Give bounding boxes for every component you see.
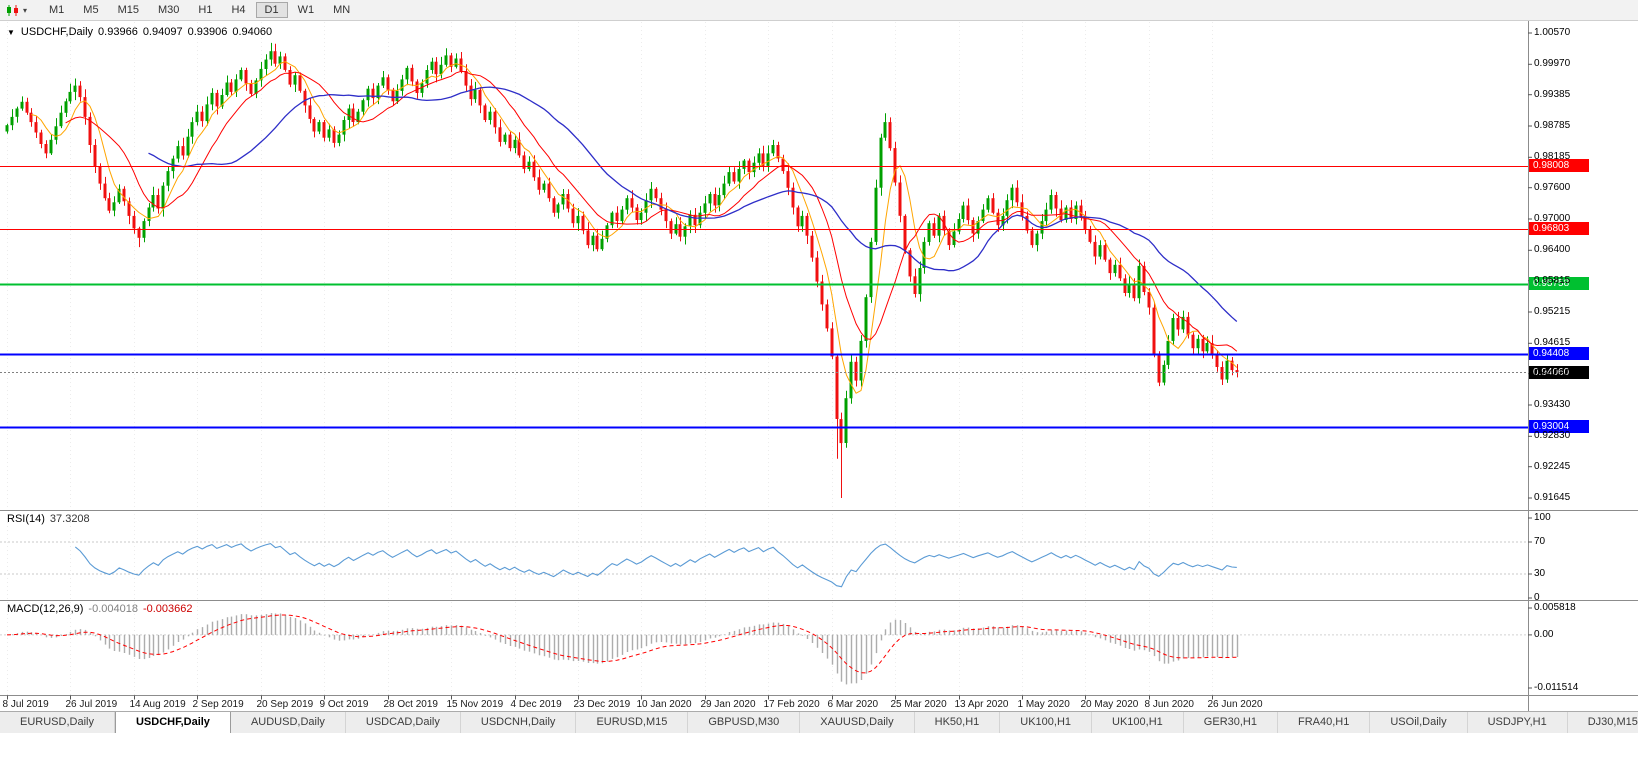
candlestick-glyph bbox=[7, 4, 18, 16]
rsi-value: 37.3208 bbox=[49, 513, 90, 525]
tab-uk100-h1[interactable]: UK100,H1 bbox=[1000, 712, 1093, 733]
timeframe-button-m5[interactable]: M5 bbox=[83, 4, 99, 16]
timeframe-button-mn[interactable]: MN bbox=[333, 4, 351, 16]
timeframe-button-h4[interactable]: H4 bbox=[231, 4, 246, 16]
tab-gbpusd-m30[interactable]: GBPUSD,M30 bbox=[688, 712, 801, 733]
tab-fra40-h1[interactable]: FRA40,H1 bbox=[1278, 712, 1371, 733]
ohlc-low: 0.93906 bbox=[187, 26, 228, 38]
timeframe-button-w1[interactable]: W1 bbox=[297, 4, 315, 16]
tab-uk100-h1[interactable]: UK100,H1 bbox=[1092, 712, 1184, 733]
tab-eurusd-m15[interactable]: EURUSD,M15 bbox=[576, 712, 689, 733]
symbol-label: USDCHF,Daily bbox=[20, 26, 94, 38]
macd-signal-value: -0.003662 bbox=[142, 603, 193, 615]
timeframe-button-m15[interactable]: M15 bbox=[117, 4, 139, 16]
timeframe-button-d1[interactable]: D1 bbox=[255, 2, 288, 18]
tab-xauusd-daily[interactable]: XAUUSD,Daily bbox=[800, 712, 915, 733]
collapse-triangle-icon[interactable]: ▼ bbox=[7, 27, 15, 37]
timeframe-buttons: M1 M5 M15 M30 H1 H4 D1 W1 MN bbox=[40, 2, 360, 18]
chart-title: ▼ USDCHF,Daily 0.93966 0.94097 0.93906 0… bbox=[7, 26, 272, 38]
chevron-down-icon: ▾ bbox=[23, 5, 28, 15]
tab-audusd-daily[interactable]: AUDUSD,Daily bbox=[231, 712, 346, 733]
macd-label: MACD(12,26,9) bbox=[7, 603, 84, 615]
ohlc-open: 0.93966 bbox=[98, 26, 138, 38]
candlestick-chart-icon[interactable]: ▾ bbox=[0, 0, 32, 20]
tab-usdcnh-daily[interactable]: USDCNH,Daily bbox=[461, 712, 577, 733]
timeframe-toolbar: ▾ M1 M5 M15 M30 H1 H4 D1 W1 MN bbox=[0, 0, 1638, 21]
tab-usdcad-daily[interactable]: USDCAD,Daily bbox=[346, 712, 461, 733]
tab-eurusd-daily[interactable]: EURUSD,Daily bbox=[0, 712, 115, 733]
tab-usdjpy-h1[interactable]: USDJPY,H1 bbox=[1468, 712, 1568, 733]
tab-hk50-h1[interactable]: HK50,H1 bbox=[915, 712, 1001, 733]
tab-dj30-m15[interactable]: DJ30,M15 bbox=[1568, 712, 1638, 733]
ohlc-close: 0.94060 bbox=[232, 26, 273, 38]
tab-usdchf-daily[interactable]: USDCHF,Daily bbox=[114, 712, 231, 733]
chart-tabs-bar: EURUSD,Daily USDCHF,Daily AUDUSD,Daily USDC… bbox=[0, 711, 1638, 733]
tab-usoil-daily[interactable]: USOil,Daily bbox=[1370, 712, 1468, 733]
rsi-label: RSI(14) bbox=[7, 513, 45, 525]
rsi-pane-title: RSI(14) 37.3208 bbox=[7, 513, 90, 525]
timeframe-button-m30[interactable]: M30 bbox=[157, 4, 180, 16]
timeframe-button-m1[interactable]: M1 bbox=[49, 4, 65, 16]
macd-pane-title: MACD(12,26,9) -0.004018 -0.003662 bbox=[7, 603, 193, 615]
tab-ger30-h1[interactable]: GER30,H1 bbox=[1184, 712, 1278, 733]
timeframe-button-h1[interactable]: H1 bbox=[198, 4, 213, 16]
macd-main-value: -0.004018 bbox=[88, 603, 138, 615]
ohlc-high: 0.94097 bbox=[142, 26, 183, 38]
